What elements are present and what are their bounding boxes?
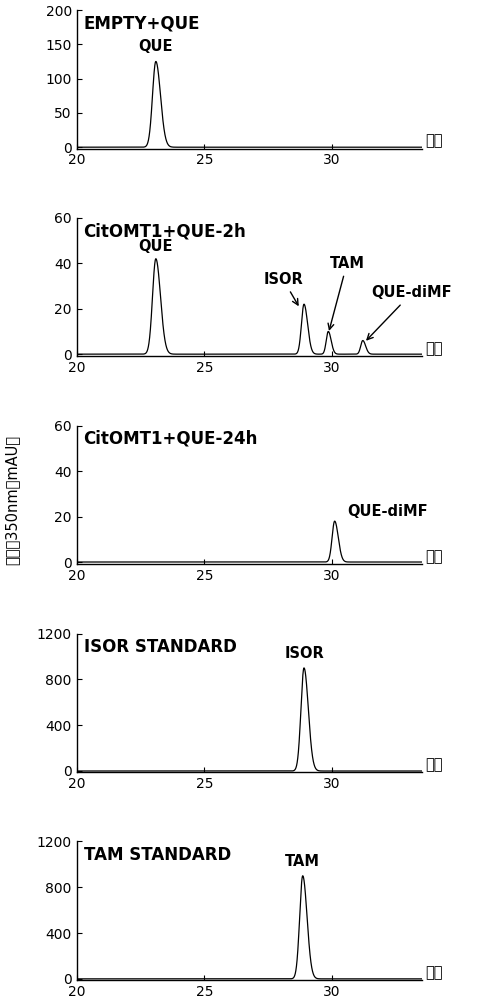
Text: TAM STANDARD: TAM STANDARD — [83, 846, 231, 864]
Text: QUE-diMF: QUE-diMF — [347, 504, 428, 519]
Text: QUE: QUE — [138, 239, 173, 254]
Text: 分钟: 分钟 — [425, 341, 443, 356]
Text: EMPTY+QUE: EMPTY+QUE — [83, 14, 200, 32]
Text: ISOR STANDARD: ISOR STANDARD — [83, 638, 237, 656]
Text: ISOR: ISOR — [284, 646, 324, 661]
Text: CitOMT1+QUE-24h: CitOMT1+QUE-24h — [83, 430, 258, 448]
Text: 分钟: 分钟 — [425, 134, 443, 149]
Text: 吸光度350nm（mAU）: 吸光度350nm（mAU） — [4, 435, 20, 565]
Text: TAM: TAM — [328, 256, 365, 330]
Text: QUE-diMF: QUE-diMF — [367, 285, 452, 340]
Text: TAM: TAM — [285, 854, 320, 869]
Text: 分钟: 分钟 — [425, 965, 443, 980]
Text: 分钟: 分钟 — [425, 549, 443, 564]
Text: ISOR: ISOR — [263, 272, 303, 305]
Text: QUE: QUE — [138, 39, 173, 54]
Text: 分钟: 分钟 — [425, 757, 443, 772]
Text: CitOMT1+QUE-2h: CitOMT1+QUE-2h — [83, 222, 246, 240]
